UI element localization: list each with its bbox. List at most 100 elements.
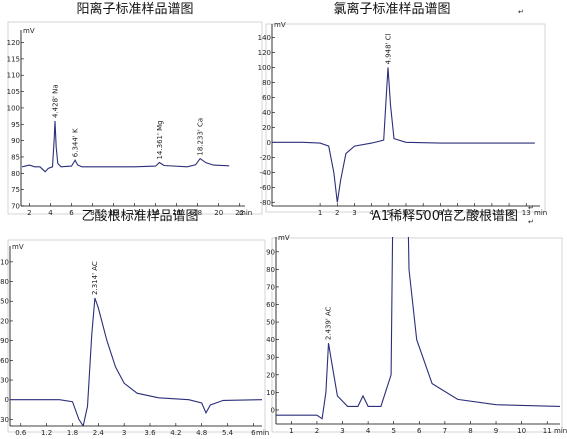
y-axis-label: mV [23,27,35,35]
y-tick-label: 20 [262,124,271,132]
trace [276,237,560,420]
peak-annotation: 2.439' AC [325,306,333,340]
x-tick-label: 12 [130,209,139,217]
x-tick-label: 6 [417,427,422,435]
x-tick-label: 10 [470,209,479,217]
x-tick-label: 9 [494,427,498,435]
y-tick-label: -80 [260,199,271,207]
x-tick-label: 20 [214,209,223,217]
y-tick-label: 70 [266,283,275,291]
y-tick-label: 0 [267,139,271,147]
peak-annotation: 2.314' AC [91,261,99,295]
x-tick-label: 3 [352,209,356,217]
y-tick-label: 110 [7,72,20,80]
x-axis-label: min [256,429,269,437]
x-tick-label: 6 [404,209,409,217]
return-mark: ↵ [528,204,534,212]
y-tick-label: 100 [7,104,20,112]
x-tick-label: 4 [369,209,374,217]
x-tick-label: 6 [69,209,74,217]
peak-annotation: 18.233' Ca [197,118,205,156]
peak-annotation: 14.361' Mg [156,120,164,159]
peak-annotation: 6.344' K [72,128,80,157]
chart-title: 乙酸根标准样品谱图 [81,209,198,224]
y-tick-label: 85 [11,153,20,161]
x-tick-label: 1.2 [41,429,52,437]
x-axis-label: min [554,427,567,435]
x-tick-label: 3 [340,427,344,435]
x-tick-label: 4 [366,427,371,435]
trace [10,297,262,426]
x-tick-label: 2 [335,209,339,217]
x-tick-label: 4.2 [170,429,181,437]
y-tick-label: 30 [266,354,275,362]
y-tick-label: 140 [258,34,271,42]
y-tick-label: 60 [262,94,271,102]
x-tick-label: 14 [151,209,160,217]
y-tick-label: 120 [0,317,9,325]
y-tick-label: 180 [0,278,9,286]
x-tick-label: 2 [27,209,31,217]
y-tick-label: 40 [266,336,275,344]
y-axis-label: mV [274,21,286,29]
x-tick-label: 8 [438,209,442,217]
x-tick-label: 2 [315,427,319,435]
x-tick-label: 10 [109,209,118,217]
y-tick-label: 60 [266,301,275,309]
y-tick-label: 120 [258,49,271,57]
x-axis-label: min [534,209,547,217]
y-tick-label: 20 [266,371,275,379]
panel-frame [265,23,546,213]
y-tick-label: 100 [258,64,271,72]
x-tick-label: 12 [505,209,514,217]
trace [272,67,535,203]
x-tick-label: 13 [522,209,531,217]
return-mark: ↵ [528,218,534,226]
x-tick-label: 2.4 [93,429,105,437]
x-tick-label: 1.8 [67,429,78,437]
y-tick-label: 10 [266,389,275,397]
x-tick-label: 22 [235,209,244,217]
y-tick-label: 50 [266,319,275,327]
x-tick-label: 3 [122,429,126,437]
x-tick-label: 10 [517,427,526,435]
y-tick-label: 115 [7,55,20,63]
y-tick-label: -30 [0,416,9,424]
x-tick-label: 6 [251,429,256,437]
x-tick-label: 7 [421,209,425,217]
trace [21,120,230,173]
y-tick-label: 90 [266,248,275,256]
y-tick-label: 80 [262,79,271,87]
y-tick-label: 40 [262,109,271,117]
x-axis-label: min [239,209,252,217]
panel-frame [7,239,266,433]
peak-annotation: 4.948' Cl [384,33,392,64]
y-tick-label: 210 [0,258,9,266]
y-axis-label: mV [12,243,24,251]
x-tick-label: 5.4 [222,429,234,437]
y-tick-label: 60 [0,357,9,365]
y-tick-label: 90 [0,337,9,345]
y-axis-label: mV [278,234,290,242]
x-tick-label: 5 [387,209,391,217]
y-tick-label: 75 [11,186,20,194]
x-tick-label: 3.6 [144,429,156,437]
y-tick-label: -60 [260,184,271,192]
panel-frame [271,237,563,433]
chart-title: 阳离子标准样品谱图 [76,1,193,17]
x-tick-label: 0.6 [15,429,27,437]
x-tick-label: 11 [543,427,552,435]
chart-title: 氯离子标准样品谱图 [333,1,450,17]
y-tick-label: 80 [266,266,275,274]
x-tick-label: 1 [289,427,293,435]
x-tick-label: 11 [487,209,496,217]
y-tick-label: -40 [260,169,271,177]
x-tick-label: 8 [90,209,94,217]
y-tick-label: 0 [271,406,275,414]
x-tick-label: 8 [468,427,472,435]
y-tick-label: 90 [11,137,20,145]
x-tick-label: 18 [193,209,202,217]
x-tick-label: 7 [443,427,447,435]
x-tick-label: 5 [391,427,395,435]
